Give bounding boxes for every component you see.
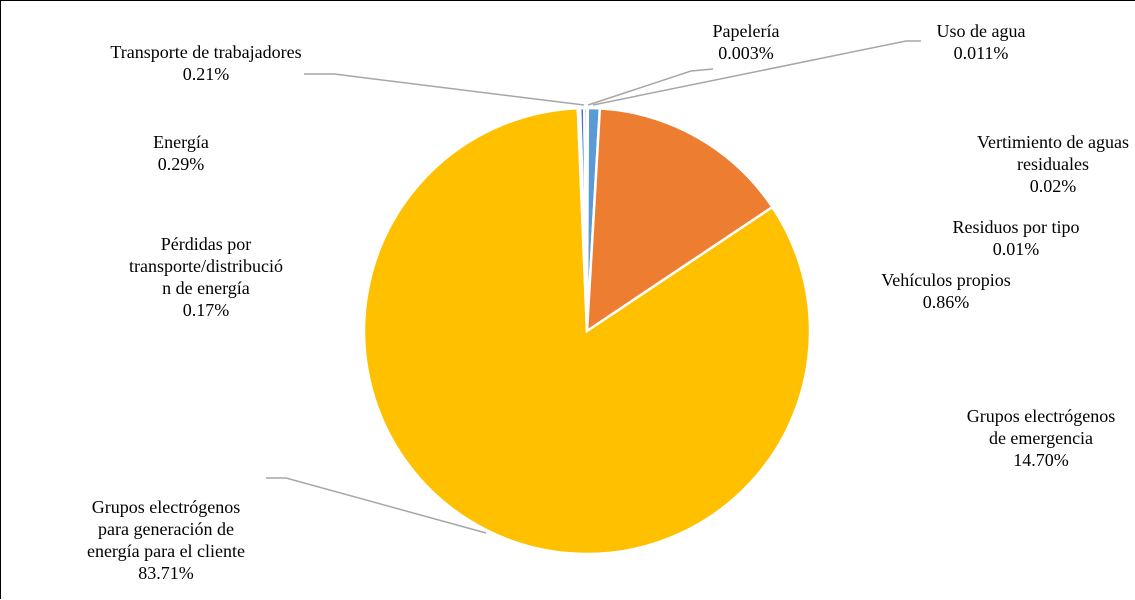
slice-name: Transporte de trabajadores xyxy=(71,41,341,63)
slice-name: Grupos electrógenos de emergencia xyxy=(926,405,1135,449)
slice-percent: 0.02% xyxy=(938,175,1135,197)
data-label-residuos: Residuos por tipo 0.01% xyxy=(916,216,1116,260)
slice-name: Grupos electrógenos para generación de e… xyxy=(41,496,291,562)
data-label-vertimiento: Vertimiento de aguas residuales 0.02% xyxy=(938,131,1135,197)
data-label-grupos-emergencia: Grupos electrógenos de emergencia 14.70% xyxy=(926,405,1135,471)
slice-percent: 0.17% xyxy=(96,299,316,321)
data-label-perdidas: Pérdidas por transporte/distribució n de… xyxy=(96,233,316,321)
slice-percent: 0.29% xyxy=(121,153,241,175)
data-label-transporte: Transporte de trabajadores 0.21% xyxy=(71,41,341,85)
data-label-vehiculos: Vehículos propios 0.86% xyxy=(846,269,1046,313)
slice-name: Pérdidas por transporte/distribució n de… xyxy=(96,233,316,299)
slice-name: Vehículos propios xyxy=(846,269,1046,291)
slice-percent: 0.003% xyxy=(686,42,806,64)
pie-slices xyxy=(364,108,810,554)
slice-percent: 0.86% xyxy=(846,291,1046,313)
slice-name: Uso de agua xyxy=(906,20,1056,42)
data-label-grupos-cliente: Grupos electrógenos para generación de e… xyxy=(41,496,291,584)
data-label-papeleria: Papelería 0.003% xyxy=(686,20,806,64)
slice-percent: 0.21% xyxy=(71,63,341,85)
data-label-energia: Energía 0.29% xyxy=(121,131,241,175)
slice-percent: 0.01% xyxy=(916,238,1116,260)
slice-name: Vertimiento de aguas residuales xyxy=(938,131,1135,175)
slice-percent: 0.011% xyxy=(906,42,1056,64)
slice-name: Energía xyxy=(121,131,241,153)
data-label-uso-agua: Uso de agua 0.011% xyxy=(906,20,1056,64)
slice-name: Papelería xyxy=(686,20,806,42)
slice-percent: 83.71% xyxy=(41,562,291,584)
slice-percent: 14.70% xyxy=(926,449,1135,471)
leader-line-papeleria xyxy=(588,69,713,105)
leader-line-transporte xyxy=(304,74,584,105)
slice-name: Residuos por tipo xyxy=(916,216,1116,238)
